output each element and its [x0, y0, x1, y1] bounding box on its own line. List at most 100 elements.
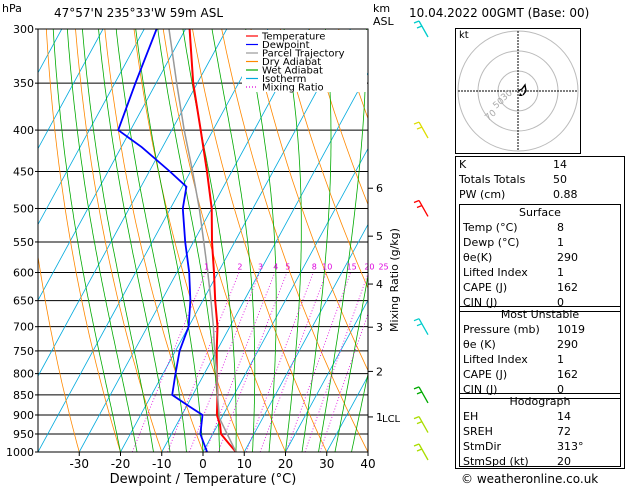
height-tick-label: 2	[376, 365, 383, 378]
parcel-trajectory-line	[168, 29, 237, 452]
wind-barb-feather	[413, 416, 420, 420]
wind-barb-feather	[416, 391, 423, 395]
unstable-row: CIN (J) 0	[460, 382, 620, 397]
hodo-row: SREH 72	[460, 424, 620, 439]
pressure-tick-label: 450	[13, 165, 34, 178]
wind-barb-staff	[418, 443, 429, 461]
mixing-ratio-label: 20	[364, 263, 374, 272]
hodograph-panel: kt 70 50 30	[455, 28, 581, 154]
wet-adiabat-line	[318, 29, 367, 452]
mixing-ratio-axis-label: Mixing Ratio (g/kg)	[388, 228, 401, 332]
wet-adiabat-line	[351, 371, 368, 452]
isotherm-line	[326, 375, 368, 452]
surface-label: CIN (J)	[463, 296, 498, 309]
mixing-ratio-label: 10	[322, 263, 332, 272]
height-unit-asl: ASL	[373, 15, 395, 28]
top-label: K	[459, 158, 467, 171]
unstable-label: Lifted Index	[463, 353, 528, 366]
unstable-title: Most Unstable	[500, 308, 580, 321]
isotherm-line	[38, 29, 269, 452]
hodo-row: EH 14	[460, 409, 620, 424]
wet-adiabat-line	[135, 29, 204, 452]
isotherm-line	[243, 223, 368, 452]
hodograph-unit: kt	[459, 30, 469, 41]
mixing-ratio-label: 3	[258, 263, 263, 272]
pressure-tick-label: 650	[13, 295, 34, 308]
isotherm-line	[38, 29, 104, 150]
wind-barb	[413, 199, 429, 217]
mixing-ratio-line	[167, 272, 240, 452]
temperature-tick-label: 20	[278, 457, 293, 471]
pressure-tick-label: 300	[13, 23, 34, 36]
surface-value: 1	[557, 236, 564, 249]
hodograph-section: Hodograph EH 14 SREH 72 StmDir 313° StmSpd (kt…	[459, 393, 621, 468]
surface-row: Temp (°C) 8	[460, 220, 620, 235]
hodograph-title: Hodograph	[509, 395, 571, 408]
unstable-row: CAPE (J) 162	[460, 367, 620, 382]
height-tick-label: 6	[376, 182, 383, 195]
dry-adiabat-line	[221, 29, 368, 452]
temperature-tick-label: 40	[360, 457, 375, 471]
pressure-tick-label: 700	[13, 321, 34, 334]
wet-adiabat-line	[157, 29, 220, 452]
wind-barb-feather	[413, 318, 420, 322]
surface-label: Temp (°C)	[463, 221, 518, 234]
surface-value: 0	[557, 296, 564, 309]
hodo-value: 14	[557, 410, 571, 423]
wind-barb	[413, 121, 429, 139]
pressure-tick-label: 900	[13, 409, 34, 422]
mixing-ratio-label: 15	[346, 263, 356, 272]
isotherm-line	[285, 299, 368, 452]
isotherm-line	[202, 147, 368, 452]
wind-barb-staff	[418, 20, 429, 38]
dry-adiabat-line	[279, 29, 368, 290]
mixing-ratio-line	[189, 272, 260, 452]
wet-adiabat-line	[98, 29, 171, 452]
pressure-tick-label: 500	[13, 202, 34, 215]
unstable-value: 162	[557, 368, 578, 381]
wind-barb-staff	[418, 200, 429, 217]
wind-barb-feather	[416, 448, 423, 452]
surface-label: CAPE (J)	[463, 281, 508, 294]
unstable-row: Pressure (mb) 1019	[460, 322, 620, 337]
unstable-label: Pressure (mb)	[463, 323, 540, 336]
pressure-tick-label: 400	[13, 124, 34, 137]
wind-barb-feather	[413, 121, 420, 125]
wind-barb-feather	[416, 421, 423, 425]
surface-value: 162	[557, 281, 578, 294]
top-row: PW (cm) 0.88	[456, 187, 624, 202]
wet-adiabat-line	[52, 29, 121, 452]
dry-adiabat-line	[250, 29, 368, 372]
unstable-value: 1019	[557, 323, 585, 336]
wet-adiabat-line	[245, 29, 277, 452]
mixing-ratio-label: 25	[378, 263, 388, 272]
surface-label: Dewp (°C)	[463, 236, 520, 249]
isotherm-line	[161, 71, 368, 452]
wind-barb-staff	[418, 318, 429, 336]
dry-adiabat-line	[75, 29, 163, 452]
wind-barb-staff	[418, 121, 429, 139]
unstable-row: Lifted Index 1	[460, 352, 620, 367]
pressure-tick-label: 550	[13, 236, 34, 249]
hodo-label: StmDir	[463, 440, 502, 453]
mixing-ratio-line	[319, 312, 368, 452]
location-title: 47°57'N 235°33'W 59m ASL	[54, 6, 223, 20]
indices-table: K 14 Totals Totals 50 PW (cm) 0.88 Surface Te…	[455, 156, 625, 469]
legend-label: Mixing Ratio	[262, 83, 324, 94]
mixing-ratio-label: 5	[285, 263, 290, 272]
top-indices: K 14 Totals Totals 50 PW (cm) 0.88	[456, 157, 624, 202]
surface-section: Surface Temp (°C) 8 Dewp (°C) 1 θe(K) 290 Lift…	[459, 204, 621, 312]
unstable-value: 290	[557, 338, 578, 351]
legend-background	[242, 30, 367, 92]
hodo-row: StmDir 313°	[460, 439, 620, 454]
hodo-label: StmSpd (kt)	[463, 455, 529, 468]
top-row: K 14	[456, 157, 624, 172]
hodo-value: 313°	[557, 440, 584, 453]
temperature-tick-label: -10	[152, 457, 172, 471]
legend-label: Dewpoint	[262, 40, 310, 51]
height-tick-label: 4	[376, 278, 383, 291]
wet-adiabat-line	[283, 29, 302, 452]
height-unit-km: km	[373, 2, 390, 15]
isotherm-line	[78, 29, 310, 452]
pressure-tick-label: 1000	[6, 446, 34, 459]
